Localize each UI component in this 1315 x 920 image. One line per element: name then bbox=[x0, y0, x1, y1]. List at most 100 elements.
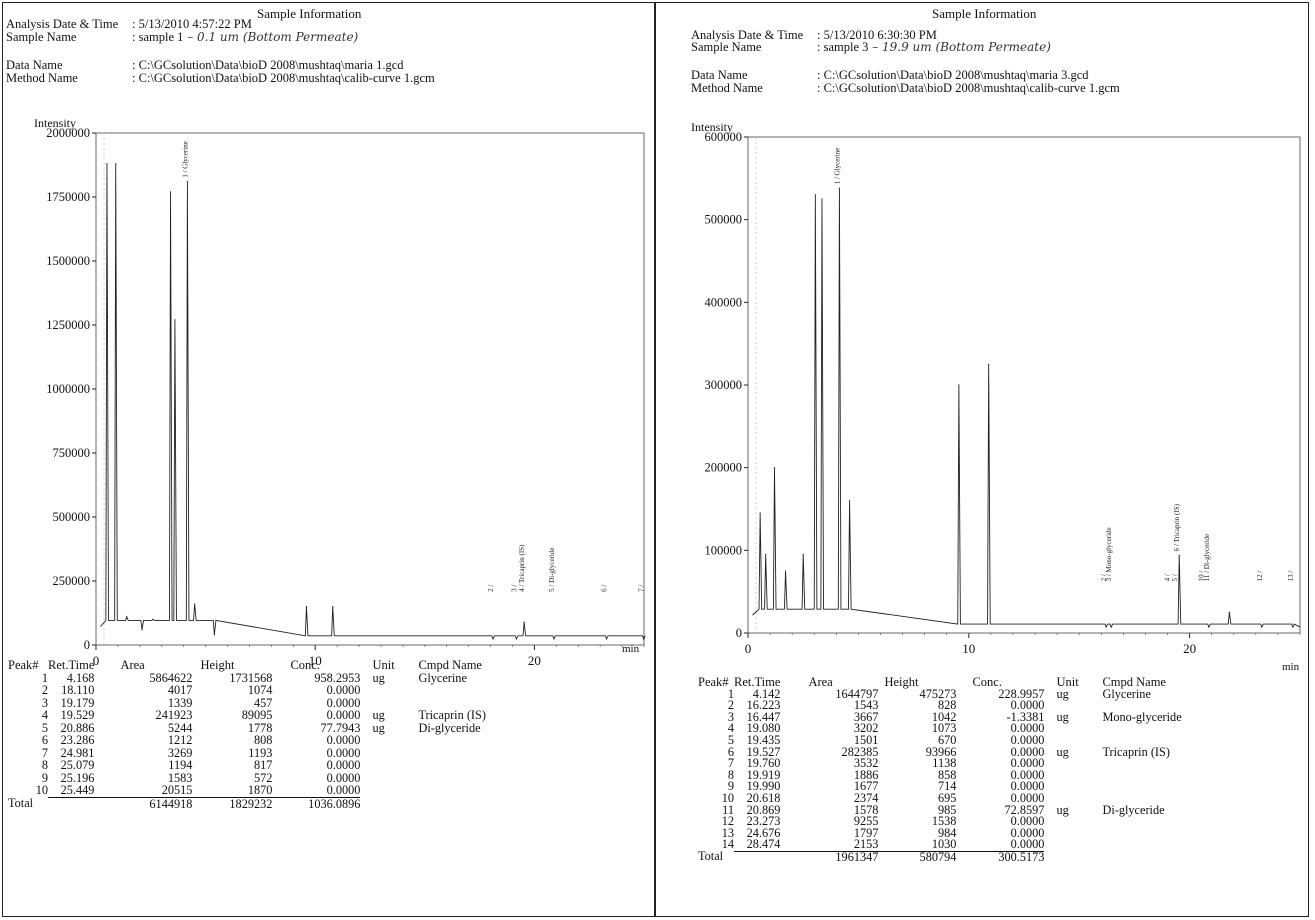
area-value: 3269 bbox=[167, 745, 193, 760]
cmpd-name bbox=[1092, 770, 1181, 782]
y-tick-label: 400000 bbox=[705, 295, 743, 309]
unit-value bbox=[360, 772, 408, 785]
plot-frame bbox=[95, 132, 645, 646]
col-cmpd: Cmpd Name bbox=[1102, 675, 1166, 689]
conc-value: -1.3381 bbox=[1006, 709, 1045, 724]
peak-number: 1 bbox=[727, 686, 734, 701]
unit-value bbox=[1044, 816, 1092, 828]
cmpd-name: Mono-glyceride bbox=[1102, 709, 1182, 724]
peak-table-header: Peak# Ret.Time Area Height Conc. Unit Cm… bbox=[698, 675, 1182, 689]
height-value: 808 bbox=[253, 733, 273, 747]
cmpd-name bbox=[1092, 723, 1181, 735]
unit-value: ug bbox=[372, 708, 385, 722]
table-row: 6 23.286 1212 808 0.0000 bbox=[8, 734, 486, 747]
peak-point bbox=[605, 638, 608, 640]
unit-value bbox=[1044, 839, 1092, 851]
sample-value: : sample 3 bbox=[817, 40, 869, 54]
height-value: 1073 bbox=[931, 721, 957, 736]
height-value: 695 bbox=[937, 790, 957, 805]
conc-value: 0.0000 bbox=[1010, 779, 1045, 794]
method-name-label: Method Name bbox=[691, 81, 763, 95]
y-tick-label: 1750000 bbox=[46, 190, 90, 204]
table-row: 2 16.223 1543 828 0.0000 bbox=[698, 698, 1182, 713]
ret-time: 19.529 bbox=[60, 708, 95, 722]
x-tick-label: 20 bbox=[1183, 641, 1196, 656]
ret-time: 19.080 bbox=[746, 721, 781, 736]
col-peak: Peak# bbox=[8, 658, 39, 672]
chromatogram-chart: 2000000 1750000 1500000 1250000 1000000 75000… bbox=[46, 126, 645, 668]
height-value: 1074 bbox=[247, 683, 273, 697]
date-row: Analysis Date & Time: 5/13/2010 4:57:22 … bbox=[6, 17, 252, 32]
unit-value bbox=[360, 747, 408, 760]
col-rettime: Ret.Time bbox=[48, 658, 95, 672]
ret-time: 20.618 bbox=[746, 790, 781, 805]
peak-number: 1 bbox=[41, 670, 48, 685]
cmpd-name: Glycerine bbox=[418, 670, 467, 685]
height-value: 817 bbox=[253, 758, 273, 772]
table-row: 11 20.869 1578 985 72.8597 ug Di-glyceride bbox=[698, 802, 1182, 817]
sample-value: : sample 1 bbox=[132, 30, 184, 44]
peak-point bbox=[126, 616, 128, 618]
cmpd-name bbox=[1092, 816, 1181, 828]
peak-point bbox=[821, 198, 823, 200]
panel-divider bbox=[654, 2, 656, 916]
peak-label: 3 / bbox=[510, 585, 518, 592]
conc-value: 0.0000 bbox=[326, 770, 361, 785]
peak-number: 3 bbox=[41, 695, 48, 710]
height-value: 93966 bbox=[925, 744, 957, 759]
area-value: 5244 bbox=[167, 720, 193, 735]
peak-point bbox=[492, 638, 494, 640]
y-tick-label: 200000 bbox=[705, 461, 743, 475]
area-value: 1543 bbox=[853, 698, 879, 713]
unit-value bbox=[360, 759, 408, 772]
peak-point bbox=[642, 638, 645, 640]
unit-value: ug bbox=[1056, 744, 1069, 759]
conc-value: 0.0000 bbox=[1010, 732, 1045, 747]
cmpd-name bbox=[408, 747, 486, 760]
conc-value: 0.0000 bbox=[1010, 825, 1045, 840]
unit-value bbox=[360, 784, 408, 797]
y-tick-label: 250000 bbox=[53, 574, 91, 588]
peak-label: 5 / bbox=[1171, 574, 1179, 581]
method-name-value: : C:\GCsolution\Data\bioD 2008\mushtaq\c… bbox=[817, 81, 1120, 95]
y-axis-label: Intensity bbox=[691, 120, 733, 134]
area-value: 1583 bbox=[167, 770, 193, 785]
ret-time: 20.869 bbox=[746, 802, 781, 817]
col-area: Area bbox=[808, 675, 833, 689]
peak-point bbox=[115, 163, 117, 165]
x-axis-unit: min bbox=[622, 643, 640, 655]
table-row: 14 28.474 2153 1030 0.0000 bbox=[698, 838, 1182, 852]
cmpd-name bbox=[1092, 839, 1181, 851]
peak-label: 3 / Mono-glyceride bbox=[1105, 527, 1113, 581]
peak-number: 11 bbox=[722, 802, 734, 817]
y-tick-label: 1250000 bbox=[46, 318, 90, 332]
unit-value: ug bbox=[1056, 802, 1069, 817]
area-value: 1677 bbox=[853, 779, 879, 794]
col-area: Area bbox=[120, 658, 145, 672]
data-name-value: : C:\GCsolution\Data\bioD 2008\mushtaq\m… bbox=[817, 68, 1089, 82]
date-label: Analysis Date & Time bbox=[6, 17, 119, 31]
y-tick-label: 100000 bbox=[705, 543, 743, 557]
peak-point bbox=[958, 384, 960, 386]
handwritten-note: – 0.1 um (Bottom Permeate) bbox=[183, 30, 359, 44]
peak-number: 12 bbox=[721, 814, 734, 829]
ret-time: 24.676 bbox=[746, 825, 781, 840]
peak-number: 8 bbox=[727, 767, 734, 782]
ret-time: 19.919 bbox=[746, 767, 781, 782]
table-row: 4 19.080 3202 1073 0.0000 bbox=[698, 721, 1182, 736]
height-value: 89095 bbox=[241, 708, 273, 722]
peak-point bbox=[765, 553, 767, 556]
peak-point bbox=[213, 634, 215, 636]
sample-label: Sample Name bbox=[6, 30, 77, 44]
ret-time: 23.273 bbox=[746, 814, 781, 829]
peak-number: 9 bbox=[41, 770, 48, 785]
x-tick-label: 0 bbox=[93, 653, 100, 668]
ret-time: 4.142 bbox=[752, 686, 781, 701]
table-total-row: Total 6144918 1829232 1036.0896 bbox=[8, 797, 486, 810]
x-tick-label: 20 bbox=[528, 653, 541, 668]
conc-value: 77.7943 bbox=[320, 720, 361, 735]
peak-table: Peak# Ret.Time Area Height Conc. Unit Cm… bbox=[8, 659, 486, 810]
table-row: 9 19.990 1677 714 0.0000 bbox=[698, 779, 1182, 794]
y-tick-label: 500000 bbox=[705, 213, 743, 227]
peak-label: 10 / bbox=[1197, 571, 1205, 582]
